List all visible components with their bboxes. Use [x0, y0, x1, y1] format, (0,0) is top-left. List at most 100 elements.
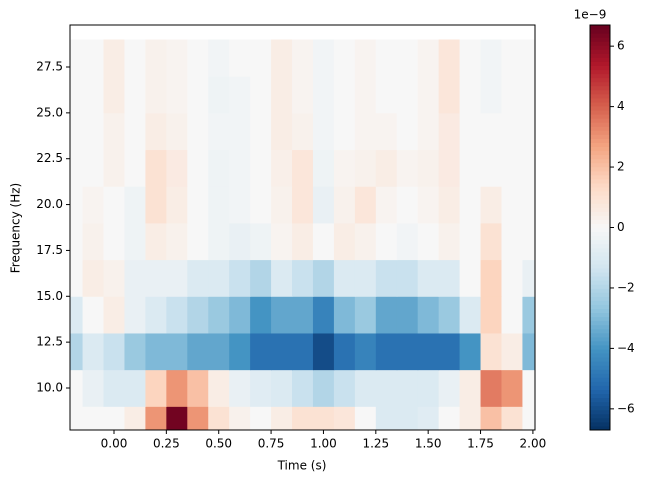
colorbar-swatch — [590, 191, 610, 196]
colorbar-swatch — [590, 421, 610, 427]
colorbar-swatch — [590, 243, 610, 249]
colorbar-frame — [589, 24, 611, 431]
heatmap-cell — [333, 259, 356, 297]
x-tick-label: 1.25 — [362, 437, 389, 451]
heatmap-cell — [459, 296, 482, 334]
colorbar-swatch — [590, 349, 610, 354]
heatmap-cell — [187, 296, 209, 334]
heatmap-cell — [124, 76, 146, 114]
heatmap-cell — [292, 406, 314, 430]
heatmap-cell — [103, 186, 125, 224]
y-tick-label: 25.0 — [36, 105, 63, 119]
heatmap-cell — [103, 369, 125, 407]
heatmap-cell — [354, 76, 377, 114]
heatmap-cell — [124, 406, 146, 430]
heatmap-cell — [124, 112, 146, 151]
heatmap-cell — [292, 149, 314, 187]
y-tick-label: 15.0 — [36, 289, 63, 303]
colorbar-swatch — [590, 401, 610, 407]
colorbar-swatch — [590, 393, 610, 399]
heatmap-cell — [82, 296, 105, 334]
heatmap-cell — [480, 39, 502, 77]
heatmap-cell — [438, 186, 461, 224]
colorbar-swatch — [590, 219, 610, 224]
heatmap-cell — [271, 406, 293, 430]
heatmap-cell — [250, 259, 272, 297]
heatmap-cell — [103, 76, 125, 114]
colorbar-tick-label: 6 — [617, 39, 625, 53]
heatmap-cell — [292, 186, 314, 224]
colorbar-swatch — [590, 174, 610, 180]
heatmap-cell — [82, 406, 105, 430]
heatmap-cell — [166, 406, 188, 430]
heatmap-cell — [70, 259, 84, 297]
heatmap-cell — [124, 39, 146, 77]
colorbar-swatch — [590, 142, 610, 147]
colorbar-swatch — [590, 373, 610, 378]
colorbar-swatch — [590, 138, 610, 143]
colorbar-swatch — [590, 118, 610, 123]
colorbar-swatch — [590, 73, 610, 79]
heatmap-cell — [229, 186, 251, 224]
colorbar-swatch — [590, 211, 610, 216]
heatmap-cell — [271, 76, 293, 114]
heatmap-cell — [229, 39, 251, 77]
colorbar-swatch — [590, 65, 610, 71]
heatmap-cell — [312, 332, 335, 371]
colorbar-swatch — [590, 365, 610, 370]
heatmap-cell — [292, 112, 314, 151]
heatmap-cell — [70, 76, 84, 114]
y-tick-label: 27.5 — [36, 60, 63, 74]
heatmap-cell — [333, 369, 356, 407]
heatmap-cell — [438, 112, 461, 151]
colorbar-label: 1e−9 — [574, 8, 607, 22]
heatmap-cell — [375, 39, 398, 77]
colorbar-swatch — [590, 336, 610, 342]
heatmap-cell — [312, 186, 335, 224]
colorbar-swatch — [590, 101, 610, 107]
heatmap-cell — [208, 186, 230, 224]
heatmap-cell — [250, 296, 272, 334]
heatmap-cell — [522, 76, 535, 114]
heatmap-cell — [417, 259, 440, 297]
heatmap-cell — [145, 406, 167, 430]
heatmap-cell — [396, 112, 419, 151]
heatmap-cell — [396, 186, 419, 224]
heatmap-cell — [459, 332, 482, 371]
heatmap-cell — [480, 149, 502, 187]
colorbar-swatch — [590, 417, 610, 423]
heatmap-cell — [124, 222, 146, 261]
heatmap-cell — [229, 296, 251, 334]
heatmap-cell — [312, 406, 335, 430]
colorbar-swatch — [590, 25, 610, 30]
heatmap-cell — [459, 112, 482, 151]
x-tick-label: 0.50 — [205, 437, 232, 451]
heatmap-cell — [354, 406, 377, 430]
heatmap-cell — [480, 296, 502, 334]
heatmap-cell — [208, 406, 230, 430]
heatmap-cell — [333, 222, 356, 261]
heatmap-cell — [417, 222, 440, 261]
heatmap-cell — [229, 369, 251, 407]
heatmap-cell — [103, 259, 125, 297]
colorbar-swatch — [590, 81, 610, 87]
heatmap-cell — [208, 332, 230, 371]
heatmap-cell — [522, 39, 535, 77]
colorbar-swatch — [590, 369, 610, 374]
colorbar-swatch — [590, 215, 610, 220]
heatmap-cell — [312, 369, 335, 407]
colorbar-swatch — [590, 93, 610, 99]
colorbar-swatch — [590, 182, 610, 188]
heatmap-cell — [82, 76, 105, 114]
heatmap-cell — [438, 39, 461, 77]
heatmap-cell — [70, 332, 84, 371]
colorbar-swatch — [590, 126, 610, 131]
heatmap-cell — [354, 369, 377, 407]
heatmap-cell — [145, 369, 167, 407]
colorbar-swatch — [590, 77, 610, 83]
heatmap-cell — [375, 112, 398, 151]
colorbar-swatch — [590, 361, 610, 366]
heatmap-cell — [208, 39, 230, 77]
colorbar-swatch — [590, 158, 610, 164]
